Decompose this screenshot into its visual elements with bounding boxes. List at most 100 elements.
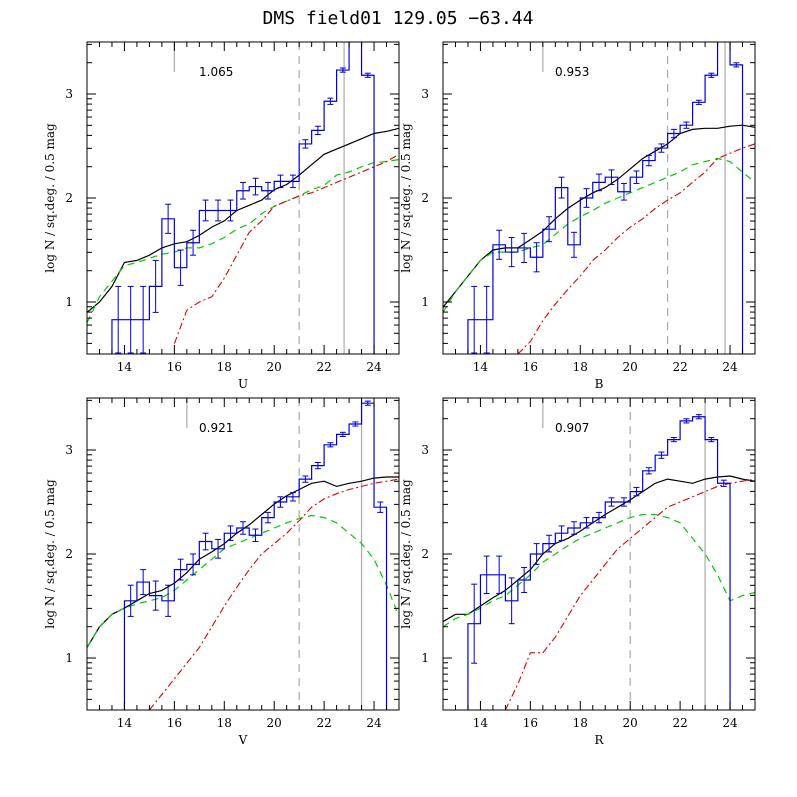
error-bar [252,528,259,543]
error-bar [339,431,346,437]
x-tick-label: 24 [366,360,382,374]
y-tick-label: 1 [421,651,429,665]
panel-value-label: 0.907 [555,421,589,435]
x-tick-label: 22 [316,360,331,374]
model-curve-solid-black [87,476,399,648]
error-bar [620,497,627,507]
model-curve-solid-black [443,475,755,623]
figure-title: DMS field01 129.05 −63.44 [263,8,534,29]
error-bar [177,558,184,581]
error-bar [240,181,246,200]
error-bar [314,461,321,470]
panel-frame [442,41,756,355]
x-axis-label: U [238,377,248,391]
x-tick-label: 18 [573,360,588,374]
x-tick-label: 18 [217,716,232,730]
error-bar [177,249,184,286]
panel-value-label: 0.953 [555,65,589,79]
y-tick-label: 3 [421,87,429,101]
error-bar [327,97,334,105]
y-axis-label: log N / sq.deg. / 0.5 mag [43,123,57,273]
error-bar [596,173,602,192]
x-tick-label: 22 [672,360,687,374]
count-histogram [111,42,375,354]
error-bar [720,479,727,487]
model-curve-solid-black [87,127,399,313]
y-tick-label: 2 [65,191,73,205]
x-tick-label: 16 [167,716,182,730]
error-bar [558,525,565,541]
error-bar [264,181,271,200]
x-tick-label: 14 [117,360,133,374]
error-bar [683,418,690,424]
x-tick-label: 24 [722,716,738,730]
error-bar [215,538,222,559]
model-curve-dashdot-red [517,143,755,354]
error-bar [733,62,740,68]
error-bar [227,199,234,222]
model-curve-dashdot-red [504,478,755,710]
count-histogram [467,416,731,710]
error-bar [521,567,528,593]
x-tick-label: 22 [672,716,687,730]
model-curve-dashdot-red [173,153,399,344]
error-bar [202,532,209,551]
error-bar [302,139,309,149]
error-bar [264,511,271,524]
error-bar [289,174,296,189]
error-bar [645,154,652,167]
error-bar [633,486,640,497]
panel-value-label: 1.065 [199,65,233,79]
y-tick-label: 1 [421,295,429,309]
error-bar [608,497,615,507]
x-tick-label: 14 [473,360,489,374]
count-histogram [467,42,744,354]
error-bar [608,169,615,185]
plot-area [443,42,755,354]
x-tick-label: 18 [573,716,588,730]
x-tick-label: 24 [722,360,738,374]
y-axis-label: log N / sq.deg. / 0.5 mag [399,123,413,273]
error-bar [215,199,222,222]
error-bar [483,285,490,354]
error-bar [471,583,478,664]
error-bar [364,72,371,78]
error-bar [658,451,665,459]
error-bar [658,143,665,153]
error-bar [670,128,677,139]
error-bar [327,442,334,448]
error-bar [708,437,715,443]
error-bar [558,176,565,199]
x-tick-label: 20 [623,360,638,374]
error-bar [277,496,284,508]
error-bar [708,72,715,78]
error-bar [127,285,134,354]
error-bar [471,285,478,354]
error-bar [546,216,553,243]
error-bar [571,231,578,258]
error-bar [227,525,234,541]
error-bar [190,553,197,576]
error-bar [645,467,652,475]
panel-frame [442,397,756,711]
error-bar [152,259,159,313]
error-bar [115,285,122,354]
y-tick-label: 2 [65,547,73,561]
panel-frame [86,397,400,711]
error-bar [339,67,346,73]
error-bar [140,569,147,596]
x-axis-label: V [238,733,248,747]
model-curve-dashed-green [443,157,755,313]
model-curve-dashed-green [87,158,399,324]
x-axis-label: R [594,733,604,747]
plot-area [87,42,399,354]
error-bar [496,555,503,595]
y-axis-label: log N / sq.deg. / 0.5 mag [43,479,57,629]
error-bar [152,580,159,611]
error-bar [302,475,309,483]
x-tick-label: 16 [523,360,538,374]
x-tick-label: 16 [523,716,538,730]
error-bar [496,229,503,260]
y-tick-label: 3 [421,443,429,457]
